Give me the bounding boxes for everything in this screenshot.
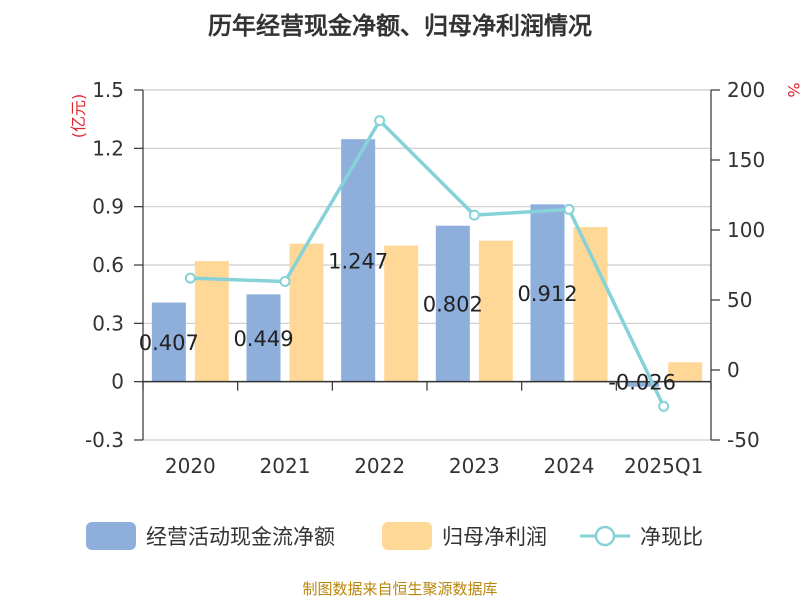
ratio-point [563,203,575,215]
right-tick-label: 0 [727,358,740,382]
legend-swatch-net-profit [382,522,432,550]
net-profit-bar [668,362,703,382]
ratio-point [374,115,386,127]
right-tick-label: 50 [727,288,752,312]
right-tick-label: -50 [727,428,760,452]
net-profit-bar [478,240,513,382]
cashflow-data-label: 0.802 [423,293,483,317]
left-tick-label: -0.3 [85,428,124,452]
net-profit-bar [384,245,419,382]
left-tick-label: 1.5 [92,78,124,102]
cashflow-bar [435,225,470,382]
right-tick-label: 200 [727,78,765,102]
cashflow-bar [151,302,186,382]
x-tick-label: 2024 [544,454,595,478]
cashflow-data-label: 0.912 [517,282,577,306]
legend-label-ratio: 净现比 [640,525,703,549]
cashflow-bar [625,381,660,387]
ratio-line-path [190,118,666,408]
ratio-point [468,209,480,221]
x-tick-label: 2022 [354,454,405,478]
left-tick-label: 0.9 [92,195,124,219]
left-tick-label: 0 [111,370,124,394]
x-tick-label: 2025Q1 [624,454,703,478]
left-axis-title: (亿元) [69,94,88,139]
axes: -0.3 0 0.3 0.6 0.9 1.2 1.5 -50 0 50 100 150 200 (亿元)%… [69,78,800,478]
cashflow-data-label: 1.247 [328,249,388,273]
cashflow-data-label: -0.026 [608,371,676,395]
ratio-point [658,400,670,412]
ratio-line [184,115,670,412]
ratio-point [279,276,291,288]
x-tick-label: 2021 [260,454,311,478]
legend-label-net-profit: 归母净利润 [442,525,547,549]
bars [151,139,703,387]
chart-title: 历年经营现金净额、归母净利润情况 [208,12,592,40]
data-labels: 0.407 0.449 1.247 0.802 0.912 -0.026 [139,249,676,394]
x-tick-label: 2020 [165,454,216,478]
x-tick-label: 2023 [449,454,500,478]
left-tick-label: 1.2 [92,136,124,160]
legend-item-net-profit[interactable]: 归母净利润 [382,516,547,556]
right-tick-label: 100 [727,218,765,242]
legend-swatch-cashflow [86,522,136,550]
source-note: 制图数据来自恒生聚源数据库 [302,580,498,598]
cashflow-data-label: 0.449 [233,327,293,351]
cashflow-bar [530,204,565,382]
left-tick-label: 0.6 [92,253,124,277]
right-axis-title: % [784,82,800,97]
legend-item-cashflow[interactable]: 经营活动现金流净额 [86,516,335,556]
legend-item-ratio[interactable]: 净现比 [580,516,703,556]
cashflow-data-label: 0.407 [139,331,199,355]
legend-label-cashflow: 经营活动现金流净额 [146,525,335,549]
left-tick-label: 0.3 [92,311,124,335]
right-tick-label: 150 [727,148,765,172]
cashflow-bar [246,294,281,382]
net-profit-bar [194,261,229,382]
legend: 经营活动现金流净额 归母净利润 净现比 [0,516,800,556]
legend-swatch-ratio [580,525,630,547]
ratio-point [184,272,196,284]
